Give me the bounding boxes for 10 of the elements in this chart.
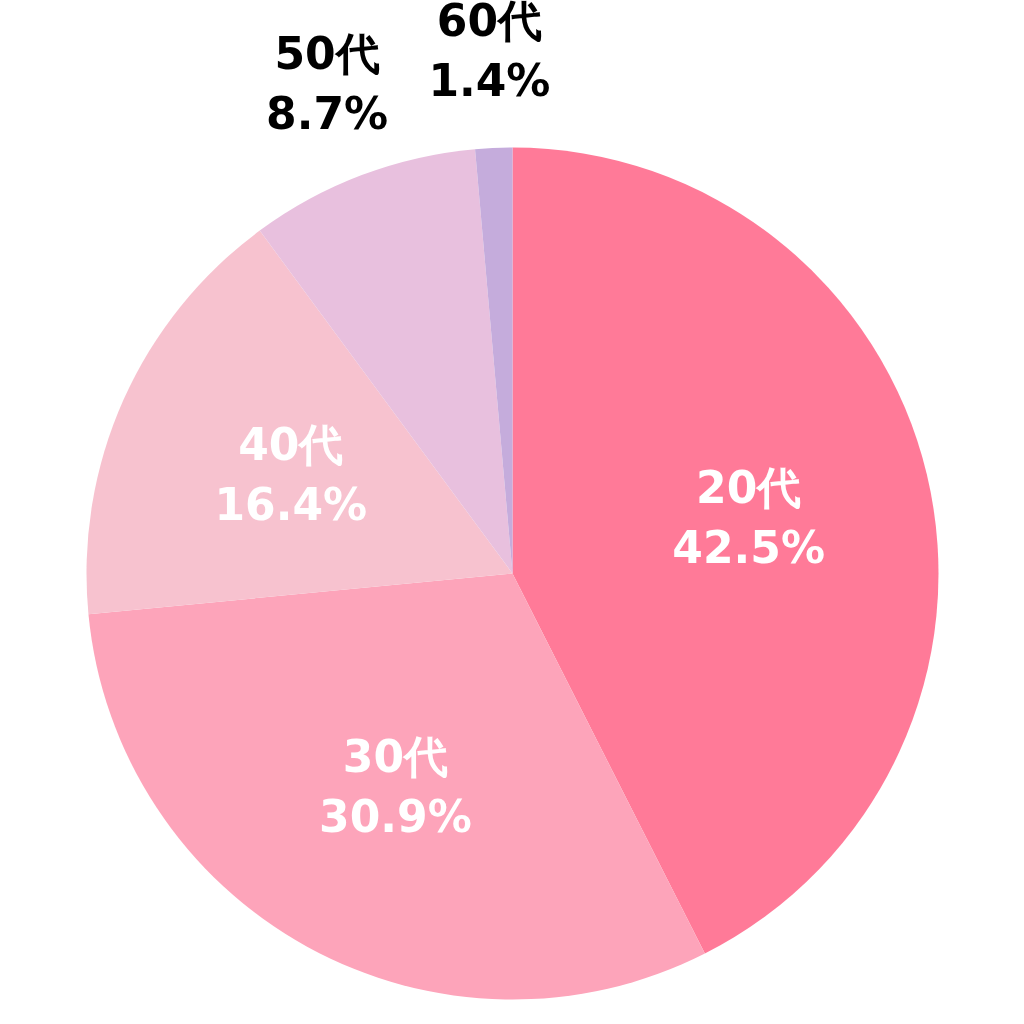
slice-label: 30代 xyxy=(342,730,449,782)
data-label: 42.5% xyxy=(672,521,826,573)
slice-label: 50代 xyxy=(274,27,380,79)
data-label: 1.4% xyxy=(428,54,551,106)
slice-label: 40代 xyxy=(238,419,344,471)
data-label: 16.4% xyxy=(214,479,368,531)
data-label: 8.7% xyxy=(266,87,389,139)
slice-label: 20代 xyxy=(696,461,802,513)
data-label: 30.9% xyxy=(319,790,472,842)
slice-label: 60代 xyxy=(436,0,543,46)
